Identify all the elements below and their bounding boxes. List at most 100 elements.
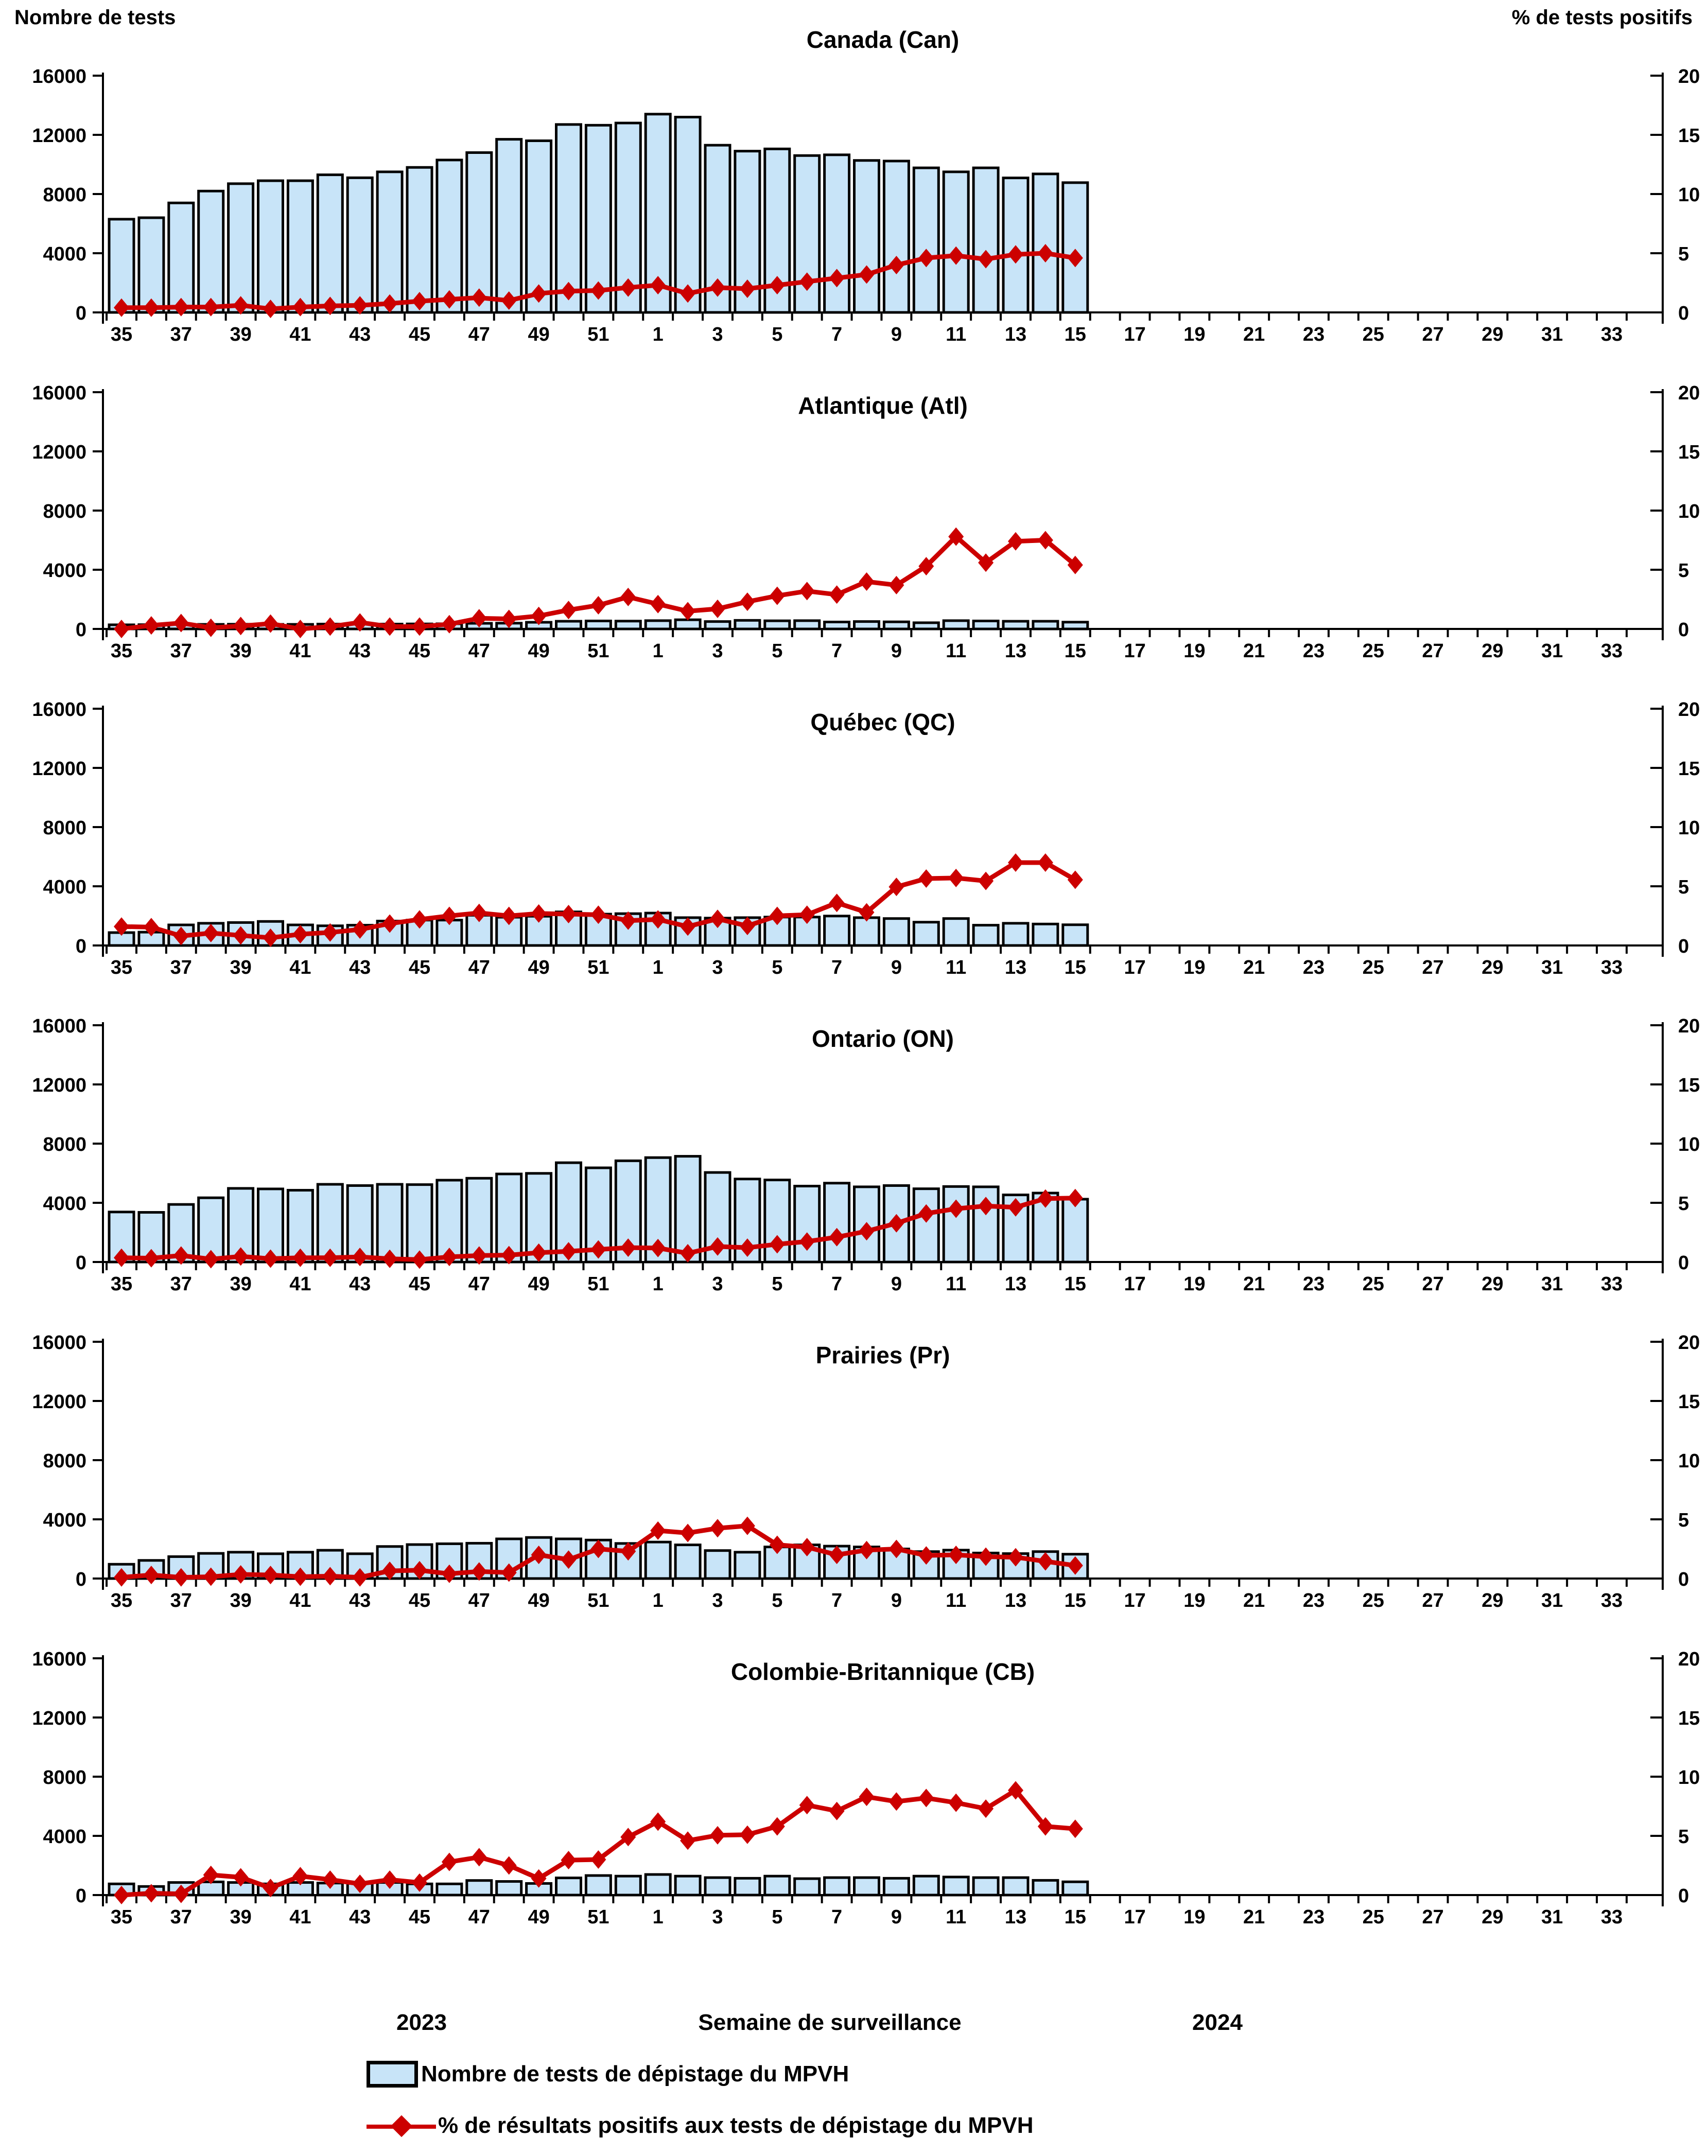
diamond-marker xyxy=(799,1232,815,1251)
week-tick-label: 33 xyxy=(1601,1273,1623,1293)
left-axis-tick-label: 8000 xyxy=(43,1134,86,1155)
diamond-marker xyxy=(292,620,308,638)
diamond-marker xyxy=(739,592,755,611)
week-tick-label: 45 xyxy=(409,324,430,343)
test-count-bar xyxy=(942,1185,970,1264)
test-count-bar xyxy=(972,619,1000,630)
diamond-marker xyxy=(471,1562,487,1581)
diamond-marker xyxy=(680,917,696,936)
diamond-marker xyxy=(1037,1552,1053,1571)
test-count-bar xyxy=(406,166,433,314)
x-axis-footer: 2023 Semaine de surveillance 2024 xyxy=(0,2010,1708,2041)
diamond-marker xyxy=(203,1865,219,1884)
diamond-marker xyxy=(263,300,278,319)
week-tick-label: 33 xyxy=(1601,1906,1623,1926)
diamond-marker xyxy=(1037,1817,1053,1836)
diamond-marker xyxy=(1037,244,1053,262)
diamond-marker xyxy=(739,1516,755,1535)
week-tick-label: 23 xyxy=(1303,957,1324,976)
diamond-marker xyxy=(233,1247,249,1266)
positivity-markers xyxy=(114,527,1083,638)
diamond-marker xyxy=(531,284,547,303)
left-axis-tick-label: 8000 xyxy=(43,1767,86,1789)
diamond-marker xyxy=(859,572,875,591)
diamond-marker xyxy=(114,1248,129,1267)
week-tick-label: 51 xyxy=(587,324,609,343)
week-tick-label: 49 xyxy=(528,957,549,976)
test-count-bar xyxy=(584,619,612,630)
week-tick-label: 17 xyxy=(1124,640,1145,660)
test-count-bar xyxy=(853,1876,880,1897)
diamond-marker xyxy=(739,1825,755,1844)
week-tick-label: 9 xyxy=(891,640,902,660)
diamond-marker xyxy=(471,609,487,628)
diamond-marker xyxy=(769,586,785,605)
week-tick-label: 43 xyxy=(349,957,371,976)
week-tick-label: 25 xyxy=(1363,324,1384,343)
test-count-bar xyxy=(853,916,880,947)
week-tick-label: 5 xyxy=(772,1590,782,1609)
diamond-marker xyxy=(948,1546,964,1564)
left-axis-tick-label: 0 xyxy=(76,619,86,641)
diamond-marker xyxy=(650,1238,666,1257)
right-axis-tick-label: 15 xyxy=(1678,758,1700,780)
test-count-bar xyxy=(942,619,970,630)
test-count-bar xyxy=(644,619,672,630)
week-tick-label: 29 xyxy=(1482,1906,1503,1926)
positivity-markers xyxy=(114,1516,1083,1587)
test-count-bar xyxy=(644,1873,672,1897)
week-tick-label: 39 xyxy=(230,640,251,660)
diamond-marker xyxy=(263,1879,278,1898)
test-count-bar xyxy=(525,139,553,314)
week-tick-label: 33 xyxy=(1601,324,1623,343)
diamond-marker xyxy=(143,918,159,937)
week-tick-label: 29 xyxy=(1482,324,1503,343)
chart-panel-atlantique: Atlantique (Atl) 0 4000 8000 12000 16000 0 5 10 1… xyxy=(32,382,1700,660)
test-count-bar xyxy=(495,1172,523,1264)
diamond-marker xyxy=(859,1540,875,1559)
week-tick-label: 5 xyxy=(772,324,782,343)
diamond-marker xyxy=(531,606,547,625)
week-tick-label: 45 xyxy=(409,640,430,660)
week-tick-label: 27 xyxy=(1422,1273,1443,1293)
test-count-bar xyxy=(674,1544,702,1580)
test-count-bar xyxy=(912,1874,940,1897)
panel-title: Québec (QC) xyxy=(810,709,955,735)
week-tick-label: 25 xyxy=(1363,1273,1384,1293)
diamond-marker xyxy=(948,246,964,265)
test-count-bar xyxy=(1061,923,1089,947)
week-tick-label: 35 xyxy=(111,1906,132,1926)
diamond-marker xyxy=(710,1519,725,1538)
week-tick-label: 29 xyxy=(1482,640,1503,660)
test-count-bar xyxy=(286,179,314,314)
test-count-bar xyxy=(465,1879,493,1897)
week-tick-label: 13 xyxy=(1005,1906,1026,1926)
left-axis-tick-label: 0 xyxy=(76,1252,86,1274)
week-tick-label: 37 xyxy=(170,1906,192,1926)
positivity-markers xyxy=(114,1781,1083,1904)
line-swatch-icon xyxy=(367,2112,436,2139)
week-tick-label: 15 xyxy=(1065,1590,1086,1609)
week-tick-label: 9 xyxy=(891,1906,902,1926)
week-tick-label: 9 xyxy=(891,324,902,343)
week-tick-label: 37 xyxy=(170,957,192,976)
legend-label-tests: Nombre de tests de dépistage du MPVH xyxy=(421,2061,849,2087)
week-tick-label: 33 xyxy=(1601,640,1623,660)
diamond-marker xyxy=(263,928,278,948)
diamond-marker xyxy=(590,1850,606,1869)
diamond-marker xyxy=(561,1851,577,1870)
test-count-bar xyxy=(584,1166,612,1264)
week-tick-label: 45 xyxy=(409,1273,430,1293)
week-tick-label: 23 xyxy=(1303,1906,1324,1926)
left-axis-tick-label: 8000 xyxy=(43,1450,86,1472)
right-axis-tick-label: 0 xyxy=(1678,936,1689,957)
test-count-bars xyxy=(108,113,1089,314)
diamond-marker xyxy=(829,893,845,913)
week-tick-label: 45 xyxy=(409,1590,430,1609)
test-count-bar xyxy=(316,173,344,314)
diamond-marker xyxy=(829,1546,845,1564)
right-axis-tick-label: 10 xyxy=(1678,817,1700,839)
week-tick-label: 7 xyxy=(831,1273,842,1293)
right-axis-title: % de tests positifs xyxy=(1511,6,1693,29)
diamond-marker xyxy=(412,292,427,311)
